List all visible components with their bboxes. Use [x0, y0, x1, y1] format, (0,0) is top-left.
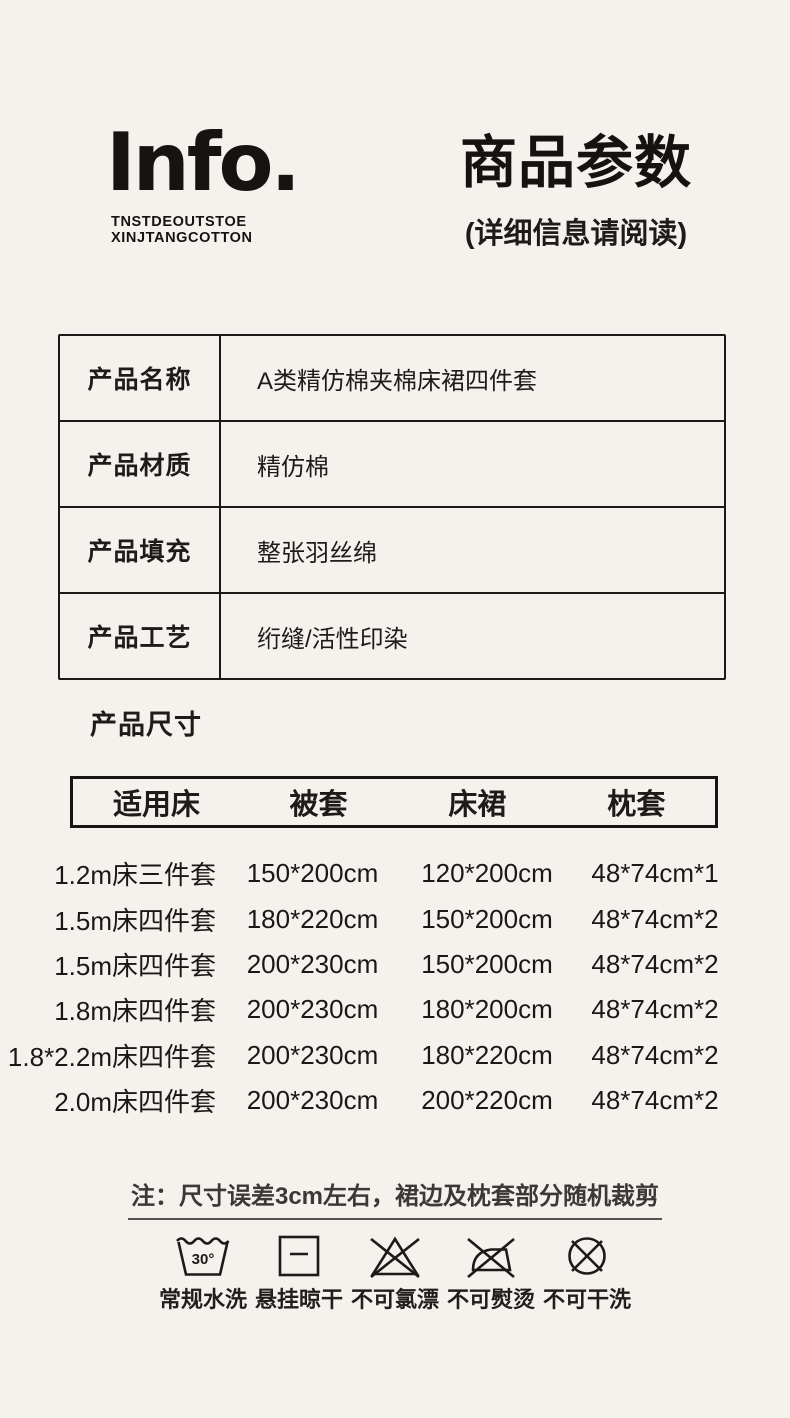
size-cell-bed: 1.2m床三件套 [54, 860, 216, 891]
size-table-row: 1.5m床四件套 200*230cm 150*200cm 48*74cm*2 [0, 942, 739, 987]
care-label: 不可干洗 [543, 1287, 632, 1312]
care-label: 不可熨烫 [447, 1287, 536, 1312]
size-cell-skirt: 180*220cm [421, 1039, 553, 1070]
care-item-hang-dry: 悬挂晾干 [255, 1233, 343, 1314]
size-cell-skirt: 120*200cm [421, 858, 553, 889]
size-cell-duvet: 200*230cm [246, 1039, 379, 1070]
no-bleach-icon [366, 1233, 424, 1279]
size-cell-pillow: 48*74cm*2 [591, 1085, 719, 1116]
size-cell-pillow: 48*74cm*2 [591, 948, 719, 979]
spec-row-name: 产品名称 A类精仿棉夹棉床裙四件套 [60, 336, 724, 422]
brand-tagline: TNSTDEOUTSTOE XINJTANGCOTTON [111, 214, 253, 246]
spec-row-material: 产品材质 精仿棉 [60, 422, 724, 508]
brand-tagline-line1: TNSTDEOUTSTOE [111, 214, 247, 230]
size-col-header-bed: 适用床 [112, 789, 200, 821]
size-cell-pillow: 48*74cm*2 [591, 994, 719, 1025]
spec-value: 绗缝/活性印染 [257, 625, 408, 653]
size-col-header-pillow: 枕套 [607, 789, 666, 821]
spec-label: 产品填充 [60, 508, 221, 592]
size-table-row: 2.0m床四件套 200*230cm 200*220cm 48*74cm*2 [0, 1078, 739, 1123]
brand-tagline-line2: XINJTANGCOTTON [111, 230, 253, 246]
size-cell-bed: 1.5m床四件套 [54, 905, 216, 936]
size-cell-skirt: 150*200cm [421, 948, 553, 979]
spec-value: 整张羽丝绵 [257, 539, 377, 567]
size-table-row: 1.5m床四件套 180*220cm 150*200cm 48*74cm*2 [0, 896, 739, 941]
product-spec-table: 产品名称 A类精仿棉夹棉床裙四件套 产品材质 精仿棉 产品填充 整张羽丝绵 产品… [58, 334, 726, 680]
size-note: 注：尺寸误差3cm左右，裙边及枕套部分随机裁剪 [127, 1176, 663, 1220]
size-cell-duvet: 200*230cm [246, 994, 379, 1025]
size-cell-pillow: 48*74cm*2 [591, 1039, 719, 1070]
size-cell-skirt: 200*220cm [421, 1085, 553, 1116]
page-title: 商品参数 [460, 131, 692, 195]
spec-row-filling: 产品填充 整张羽丝绵 [60, 508, 724, 594]
size-cell-duvet: 150*200cm [246, 858, 379, 889]
note-wrapper: 注：尺寸误差3cm左右，裙边及枕套部分随机裁剪 [0, 1176, 790, 1220]
size-table-header: 适用床 被套 床裙 枕套 [70, 776, 718, 828]
spec-row-craft: 产品工艺 绗缝/活性印染 [60, 594, 724, 678]
size-cell-pillow: 48*74cm*1 [591, 858, 719, 889]
spec-label: 产品名称 [60, 336, 221, 420]
wash-30-icon: 30° [174, 1233, 232, 1279]
size-cell-bed: 2.0m床四件套 [54, 1087, 216, 1118]
size-table-row: 1.2m床三件套 150*200cm 120*200cm 48*74cm*1 [0, 851, 739, 896]
no-dryclean-icon [564, 1233, 610, 1279]
size-cell-bed: 1.8*2.2m床四件套 [7, 1041, 216, 1072]
size-col-header-duvet: 被套 [289, 789, 348, 821]
care-item-no-bleach: 不可氯漂 [351, 1233, 439, 1314]
section-title-block: 商品参数 (详细信息请阅读) [446, 128, 706, 252]
no-iron-icon [462, 1233, 520, 1279]
care-instructions-row: 30° 常规水洗 悬挂晾干 不可氯漂 [0, 1233, 790, 1314]
size-cell-duvet: 200*230cm [246, 948, 379, 979]
brand-logo: Info. [106, 116, 301, 209]
spec-label: 产品材质 [60, 422, 221, 506]
spec-label: 产品工艺 [60, 594, 221, 678]
size-cell-bed: 1.5m床四件套 [54, 950, 216, 981]
care-item-no-dryclean: 不可干洗 [543, 1233, 631, 1314]
spec-value: 精仿棉 [257, 453, 329, 481]
size-cell-duvet: 180*220cm [246, 903, 379, 934]
care-label: 悬挂晾干 [254, 1287, 343, 1312]
hang-dry-icon [276, 1233, 322, 1279]
svg-text:30°: 30° [192, 1251, 215, 1268]
size-section-heading: 产品尺寸 [90, 710, 202, 740]
size-cell-duvet: 200*230cm [246, 1085, 379, 1116]
care-label: 常规水洗 [158, 1287, 247, 1312]
care-item-wash: 30° 常规水洗 [159, 1233, 247, 1314]
care-item-no-iron: 不可熨烫 [447, 1233, 535, 1314]
size-cell-pillow: 48*74cm*2 [591, 903, 719, 934]
care-label: 不可氯漂 [350, 1287, 439, 1312]
size-cell-skirt: 180*200cm [421, 994, 553, 1025]
size-table-row: 1.8*2.2m床四件套 200*230cm 180*220cm 48*74cm… [0, 1033, 739, 1078]
spec-value: A类精仿棉夹棉床裙四件套 [257, 367, 538, 395]
size-table-body: 1.2m床三件套 150*200cm 120*200cm 48*74cm*1 1… [0, 851, 739, 1123]
page-subtitle: (详细信息请阅读) [464, 218, 688, 250]
size-cell-bed: 1.8m床四件套 [54, 996, 216, 1027]
size-col-header-skirt: 床裙 [448, 789, 507, 821]
size-cell-skirt: 150*200cm [421, 903, 553, 934]
size-table-row: 1.8m床四件套 200*230cm 180*200cm 48*74cm*2 [0, 987, 739, 1032]
